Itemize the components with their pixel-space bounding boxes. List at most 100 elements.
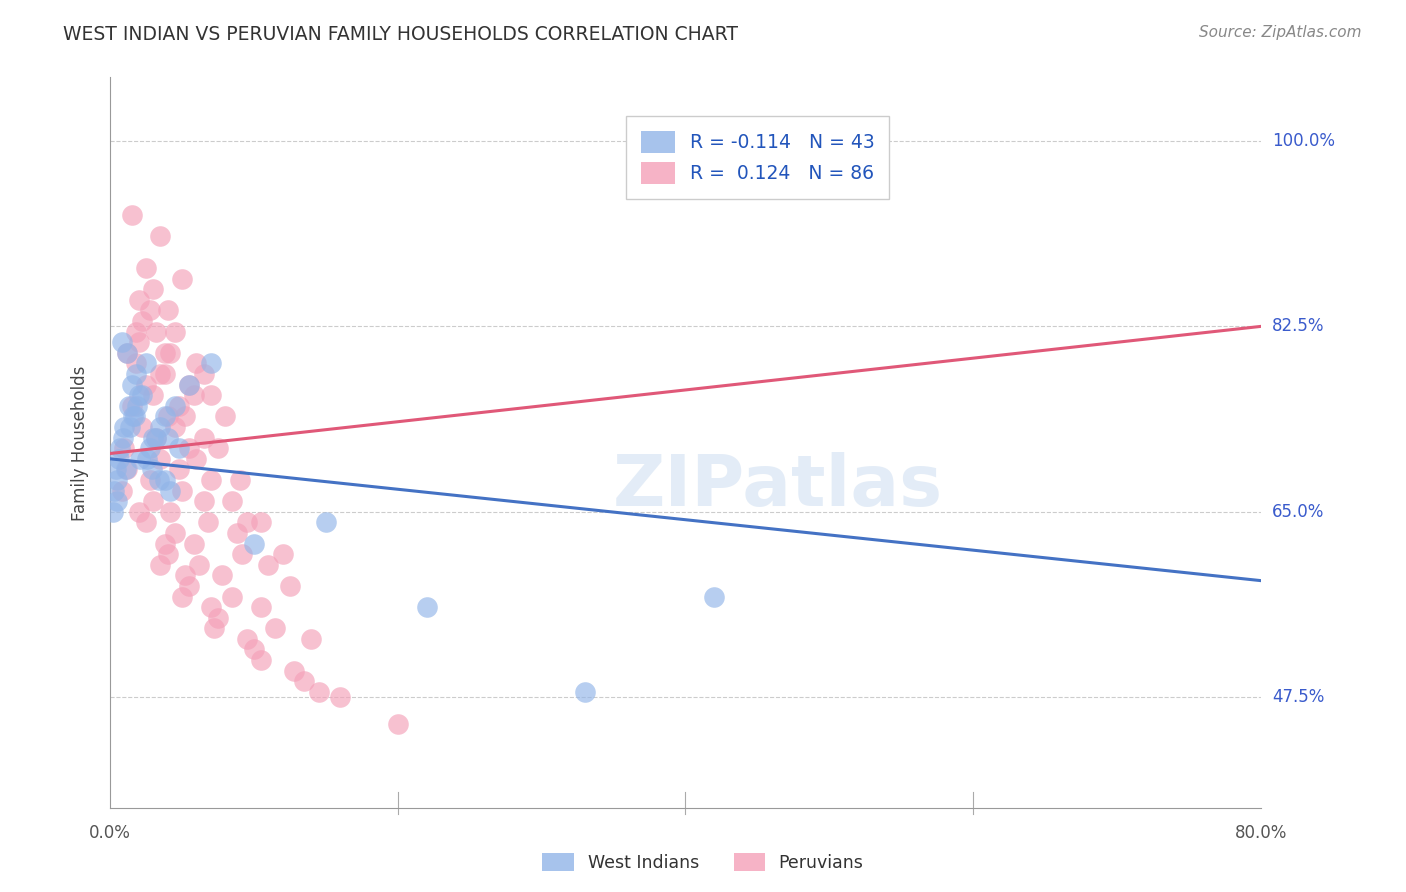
- Text: Source: ZipAtlas.com: Source: ZipAtlas.com: [1198, 25, 1361, 40]
- Point: [221, 590, 243, 604]
- Point: [179, 579, 201, 593]
- Point: [170, 271, 193, 285]
- Point: [127, 399, 149, 413]
- Point: [141, 462, 163, 476]
- Point: [139, 303, 162, 318]
- Point: [114, 420, 136, 434]
- Point: [574, 685, 596, 699]
- Point: [128, 293, 150, 307]
- Point: [292, 674, 315, 689]
- Point: [153, 473, 176, 487]
- Point: [142, 431, 165, 445]
- Point: [149, 451, 172, 466]
- Point: [128, 335, 150, 350]
- Point: [170, 483, 193, 498]
- Point: [105, 473, 128, 487]
- Point: [200, 600, 222, 615]
- Point: [243, 536, 266, 550]
- Text: WEST INDIAN VS PERUVIAN FAMILY HOUSEHOLDS CORRELATION CHART: WEST INDIAN VS PERUVIAN FAMILY HOUSEHOLD…: [63, 25, 738, 44]
- Point: [179, 377, 201, 392]
- Point: [131, 420, 153, 434]
- Point: [163, 325, 186, 339]
- Point: [315, 516, 337, 530]
- Point: [142, 388, 165, 402]
- Point: [200, 473, 222, 487]
- Point: [235, 516, 257, 530]
- Point: [105, 494, 128, 508]
- Point: [183, 388, 205, 402]
- Point: [163, 525, 186, 540]
- Point: [221, 494, 243, 508]
- Point: [111, 431, 134, 445]
- Point: [283, 664, 305, 678]
- Text: 100.0%: 100.0%: [1272, 132, 1336, 150]
- Point: [117, 462, 139, 476]
- Text: 0.0%: 0.0%: [89, 824, 131, 842]
- Point: [121, 208, 143, 222]
- Point: [114, 441, 136, 455]
- Point: [156, 303, 179, 318]
- Point: [703, 590, 725, 604]
- Point: [149, 229, 172, 244]
- Point: [193, 367, 215, 381]
- Point: [415, 600, 437, 615]
- Point: [188, 558, 211, 572]
- Point: [243, 642, 266, 657]
- Point: [135, 516, 157, 530]
- Point: [128, 505, 150, 519]
- Point: [308, 685, 330, 699]
- Point: [159, 346, 181, 360]
- Point: [104, 462, 127, 476]
- Point: [179, 441, 201, 455]
- Point: [125, 367, 148, 381]
- Point: [257, 558, 280, 572]
- Point: [139, 441, 162, 455]
- Point: [131, 388, 153, 402]
- Point: [136, 451, 159, 466]
- Point: [193, 494, 215, 508]
- Point: [200, 356, 222, 370]
- Point: [115, 462, 138, 476]
- Point: [167, 462, 190, 476]
- Point: [387, 716, 409, 731]
- Point: [122, 409, 145, 424]
- Point: [124, 409, 146, 424]
- Point: [128, 388, 150, 402]
- Point: [170, 590, 193, 604]
- Point: [235, 632, 257, 646]
- Point: [228, 473, 250, 487]
- Point: [214, 409, 236, 424]
- Point: [149, 558, 172, 572]
- Point: [156, 431, 179, 445]
- Point: [108, 441, 131, 455]
- Point: [153, 346, 176, 360]
- Point: [250, 516, 273, 530]
- Point: [107, 451, 129, 466]
- Legend: West Indians, Peruvians: West Indians, Peruvians: [536, 847, 870, 879]
- Point: [200, 388, 222, 402]
- Point: [186, 356, 208, 370]
- Point: [145, 325, 167, 339]
- Point: [225, 525, 247, 540]
- Point: [145, 431, 167, 445]
- Point: [167, 399, 190, 413]
- Point: [211, 568, 233, 582]
- Point: [129, 451, 152, 466]
- Point: [156, 547, 179, 561]
- Point: [110, 483, 132, 498]
- Point: [142, 282, 165, 296]
- Point: [207, 441, 229, 455]
- Point: [142, 494, 165, 508]
- Point: [135, 377, 157, 392]
- Point: [301, 632, 323, 646]
- Point: [159, 483, 181, 498]
- Point: [135, 261, 157, 276]
- Point: [202, 621, 225, 635]
- Point: [101, 505, 124, 519]
- Point: [173, 568, 195, 582]
- Point: [117, 346, 139, 360]
- Y-axis label: Family Households: Family Households: [72, 365, 89, 521]
- Point: [173, 409, 195, 424]
- Point: [231, 547, 253, 561]
- Point: [110, 335, 132, 350]
